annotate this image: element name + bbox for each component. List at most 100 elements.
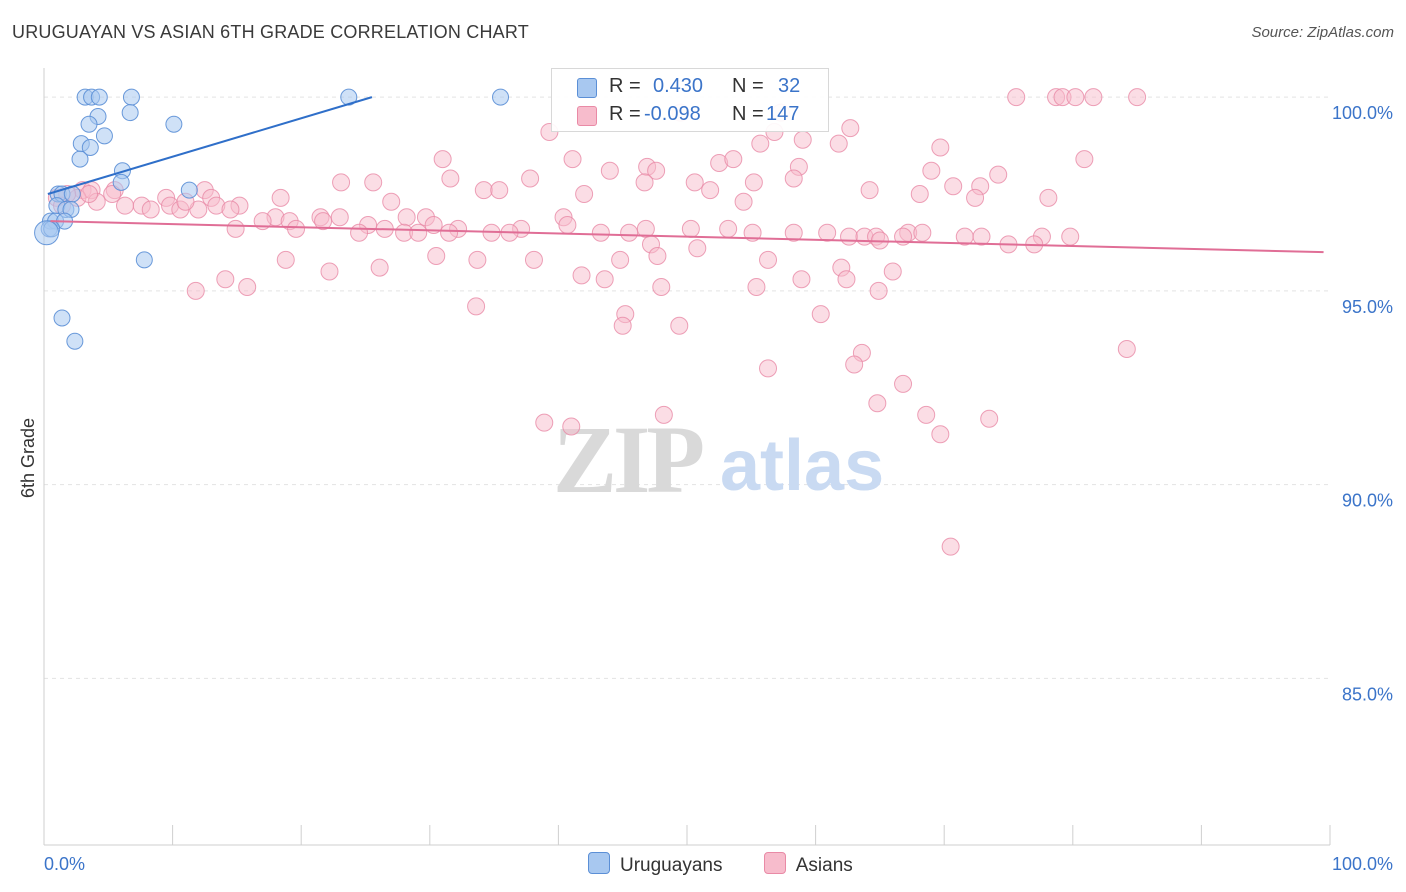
asians-point bbox=[535, 413, 554, 432]
asians-point bbox=[883, 262, 902, 281]
asians-trend-line bbox=[50, 220, 1324, 254]
asians-point bbox=[652, 278, 671, 296]
asians-point bbox=[490, 181, 509, 200]
asians-point bbox=[276, 250, 295, 269]
r-label: R = bbox=[609, 103, 641, 125]
asians-point bbox=[869, 281, 888, 300]
asians-point bbox=[944, 177, 963, 196]
asians-point bbox=[1061, 227, 1080, 246]
uruguayans-legend-swatch bbox=[588, 852, 610, 874]
asians-point bbox=[524, 250, 543, 269]
asians-point bbox=[350, 223, 369, 242]
uruguayans-point bbox=[95, 127, 113, 145]
asians-point bbox=[759, 359, 778, 378]
n-value: 32 bbox=[778, 75, 801, 97]
asians-point bbox=[922, 161, 941, 180]
asians-point bbox=[271, 188, 290, 207]
asians-point bbox=[917, 405, 936, 424]
asians-point bbox=[611, 250, 630, 269]
asians-point bbox=[397, 208, 416, 227]
asians-point bbox=[80, 185, 99, 203]
asians-point bbox=[688, 239, 707, 258]
legend-item-asians: Asians bbox=[763, 852, 853, 877]
asians-point bbox=[332, 173, 351, 192]
asians-point bbox=[811, 305, 830, 324]
uruguayans-legend-label: Uruguayans bbox=[620, 855, 723, 876]
uruguayans-point bbox=[122, 88, 140, 106]
watermark: ZIP atlas bbox=[553, 406, 884, 513]
asians-point bbox=[941, 537, 960, 556]
asians-point bbox=[784, 169, 803, 188]
uruguayans-points bbox=[34, 88, 510, 350]
legend-row-asians: R = -0.098 N = 147 bbox=[552, 101, 828, 129]
asians-point bbox=[441, 169, 460, 188]
asians-point bbox=[562, 417, 581, 436]
asians-point bbox=[600, 161, 619, 180]
watermark-atlas: atlas bbox=[720, 426, 884, 506]
asians-point bbox=[467, 297, 486, 316]
asians-point bbox=[913, 223, 932, 242]
n-value: 147 bbox=[766, 103, 800, 125]
asians-point bbox=[744, 173, 763, 192]
asians-point bbox=[635, 173, 654, 192]
asians-point bbox=[216, 270, 235, 289]
asians-point bbox=[591, 223, 610, 242]
y-tick-label: 85.0% bbox=[1342, 684, 1393, 704]
asians-point bbox=[841, 119, 860, 138]
asians-point bbox=[1039, 188, 1058, 207]
asians-point bbox=[620, 223, 639, 242]
asians-points bbox=[47, 88, 1147, 556]
uruguayans-point bbox=[71, 150, 89, 168]
uruguayans-point bbox=[53, 309, 71, 327]
asians-swatch bbox=[577, 106, 597, 126]
asians-point bbox=[575, 185, 594, 203]
n-label: N = bbox=[732, 103, 764, 125]
legend-item-uruguayans: Uruguayans bbox=[588, 852, 722, 877]
asians-point bbox=[116, 196, 135, 215]
asians-point bbox=[868, 394, 887, 413]
asians-legend-swatch bbox=[763, 852, 786, 874]
r-value: -0.098 bbox=[644, 103, 701, 125]
uruguayans-point bbox=[340, 88, 358, 106]
y-tick-label: 95.0% bbox=[1342, 297, 1393, 317]
asians-point bbox=[440, 223, 459, 242]
asians-point bbox=[894, 374, 913, 393]
uruguayans-swatch bbox=[577, 78, 597, 98]
asians-point bbox=[558, 216, 577, 234]
asians-point bbox=[1066, 88, 1085, 107]
uruguayans-point bbox=[112, 173, 130, 191]
asians-point bbox=[792, 270, 811, 289]
uruguayans-point bbox=[492, 88, 510, 106]
uruguayans-point bbox=[165, 115, 183, 133]
asians-point bbox=[910, 185, 929, 203]
asians-point bbox=[409, 223, 428, 242]
y-tick-label: 100.0% bbox=[1332, 103, 1393, 123]
asians-point bbox=[818, 223, 837, 242]
asians-point bbox=[860, 181, 879, 200]
uruguayans-point bbox=[34, 220, 60, 246]
asians-point bbox=[521, 169, 540, 188]
asians-point bbox=[784, 223, 803, 242]
asians-point bbox=[364, 173, 383, 192]
axis-labels: 85.0% 90.0% 95.0% 100.0% 0.0% 100.0% 6th Grade bbox=[18, 103, 1393, 874]
asians-point bbox=[563, 150, 582, 169]
asians-point bbox=[980, 409, 999, 428]
uruguayans-point bbox=[180, 181, 198, 199]
asians-point bbox=[238, 278, 257, 296]
x-tick-label-min: 0.0% bbox=[44, 854, 85, 874]
asians-point bbox=[654, 405, 673, 424]
uruguayans-point bbox=[81, 139, 99, 156]
asians-point bbox=[427, 247, 446, 265]
trend-lines bbox=[47, 96, 1324, 254]
asians-point bbox=[743, 223, 762, 242]
asians-point bbox=[424, 216, 443, 234]
n-label: N = bbox=[732, 75, 764, 97]
asians-point bbox=[751, 134, 770, 153]
asians-point bbox=[320, 262, 339, 281]
asians-point bbox=[595, 270, 614, 289]
asians-point bbox=[1007, 88, 1026, 107]
asians-point bbox=[647, 161, 666, 180]
asians-point bbox=[226, 219, 245, 238]
asians-point bbox=[433, 150, 452, 169]
source-label: Source: ZipAtlas.com bbox=[1251, 24, 1394, 41]
